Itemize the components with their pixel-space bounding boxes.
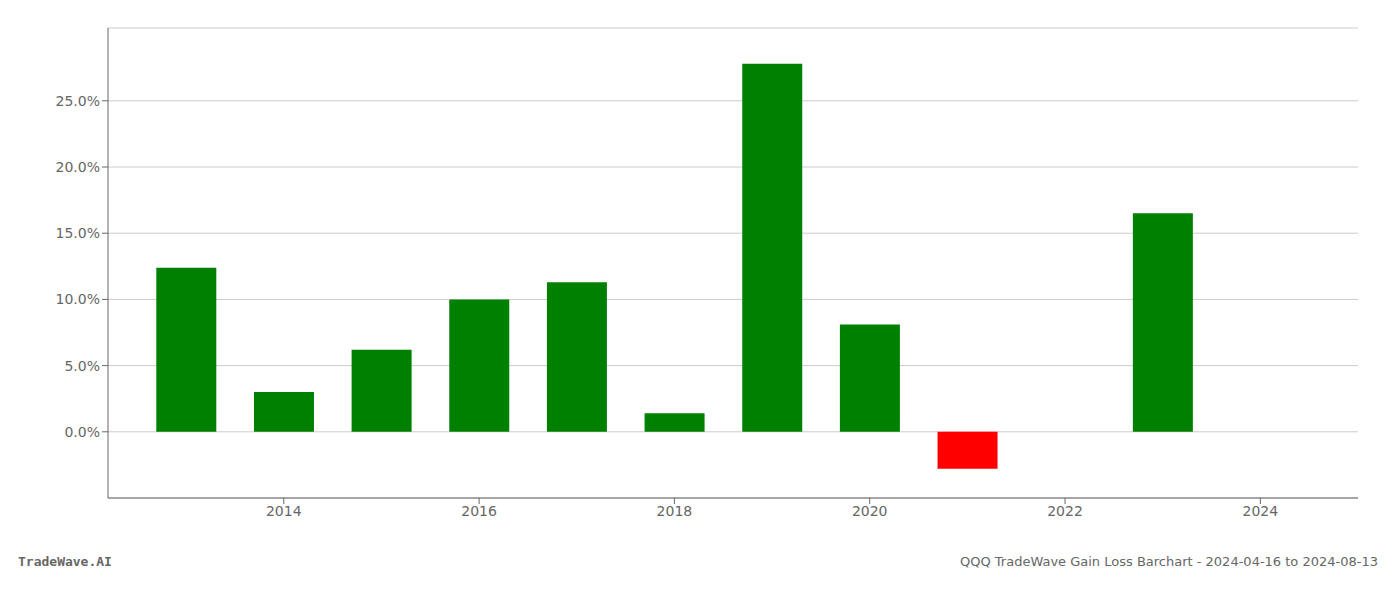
svg-text:5.0%: 5.0% <box>64 358 100 374</box>
svg-text:2014: 2014 <box>266 503 302 519</box>
html-text:TradeWave.AI: TradeWave.AI <box>18 554 112 569</box>
svg-text:2018: 2018 <box>657 503 693 519</box>
svg-text:2024: 2024 <box>1243 503 1279 519</box>
svg-text:25.0%: 25.0% <box>56 93 100 109</box>
svg-text:15.0%: 15.0% <box>56 225 100 241</box>
svg-text:2016: 2016 <box>461 503 497 519</box>
svg-text:2022: 2022 <box>1047 503 1083 519</box>
svg-text:0.0%: 0.0% <box>64 424 100 440</box>
svg-text:20.0%: 20.0% <box>56 159 100 175</box>
svg-text:2020: 2020 <box>852 503 888 519</box>
svg-text:10.0%: 10.0% <box>56 291 100 307</box>
html-text:QQQ TradeWave Gain Loss Barcha: QQQ TradeWave Gain Loss Barchart - 2024-… <box>960 554 1378 569</box>
